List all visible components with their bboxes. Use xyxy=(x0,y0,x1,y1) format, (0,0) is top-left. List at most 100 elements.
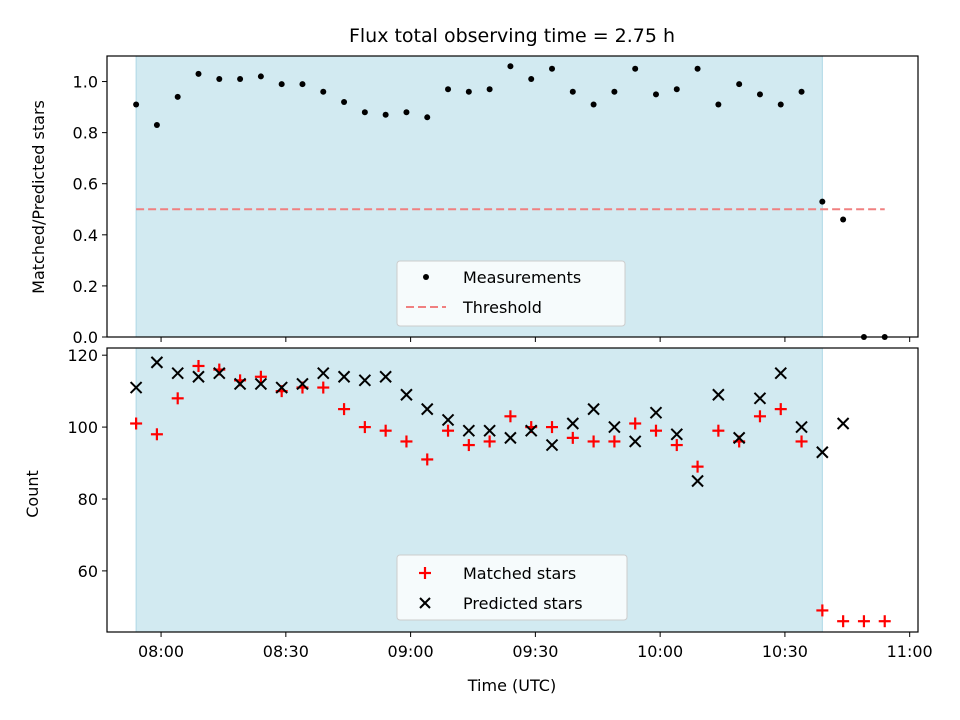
predicted-star-point xyxy=(504,431,517,445)
top-legend-box xyxy=(396,260,626,327)
predicted-star-marker-b xyxy=(254,377,268,391)
predicted-star-point xyxy=(566,417,580,430)
measurement-point xyxy=(673,86,680,93)
top-y-tick-label: 0.2 xyxy=(73,277,98,296)
predicted-star-marker-b xyxy=(129,381,143,394)
predicted-star-marker-b xyxy=(628,435,642,448)
matched-star-point xyxy=(670,439,683,452)
predicted-star-marker-b xyxy=(150,356,164,369)
bottom-panel: 60 80 100 120 08:00 08:30 09:00 09:30 10:00 10:30… xyxy=(23,346,933,695)
top-axes-frame xyxy=(106,55,919,338)
predicted-star-marker-b xyxy=(670,428,683,441)
measurement-point xyxy=(528,75,535,82)
predicted-star-marker-b xyxy=(213,366,226,380)
predicted-star-marker-b xyxy=(608,420,621,434)
matched-star-point xyxy=(192,359,205,372)
matched-star-point xyxy=(566,431,579,444)
predicted-star-point xyxy=(233,377,247,391)
predicted-star-marker-b xyxy=(337,370,351,383)
predicted-star-point xyxy=(171,366,184,380)
predicted-star-marker-b xyxy=(836,417,850,430)
legend-matched-label: Matched stars xyxy=(463,564,576,583)
matched-star-point xyxy=(878,615,891,628)
matched-star-point xyxy=(857,615,870,628)
matched-star-point xyxy=(795,435,808,448)
bottom-axes-frame xyxy=(106,347,919,633)
matched-star-point xyxy=(442,424,455,437)
matched-star-point xyxy=(317,381,330,394)
measurement-point xyxy=(798,88,805,95)
predicted-star-point xyxy=(836,417,850,430)
bottom-legend: Matched stars Predicted stars xyxy=(396,554,628,621)
measurement-point xyxy=(736,81,743,88)
predicted-star-point xyxy=(129,381,143,394)
measurement-point xyxy=(777,101,784,108)
matched-star-point xyxy=(608,435,621,448)
predicted-star-marker-b xyxy=(712,388,725,401)
measurement-point xyxy=(237,75,244,82)
measurement-point xyxy=(278,81,285,88)
top-y-axis-label: Matched/Predicted stars xyxy=(29,100,48,294)
matched-star-point xyxy=(816,604,829,617)
matched-star-point xyxy=(546,421,559,434)
measurement-point xyxy=(819,198,826,205)
measurement-point xyxy=(569,88,576,95)
measurement-point xyxy=(652,91,659,98)
x-tick-label: 08:00 xyxy=(138,642,184,661)
predicted-star-marker-b xyxy=(400,388,413,401)
predicted-star-point xyxy=(462,424,476,437)
predicted-star-marker-b xyxy=(753,392,767,405)
bottom-y-tick-label: 120 xyxy=(67,346,98,365)
x-tick-label: 09:30 xyxy=(512,642,558,661)
predicted-star-point xyxy=(649,406,663,419)
top-y-tick-label: 0.0 xyxy=(73,328,98,347)
measurement-point xyxy=(465,88,472,95)
predicted-star-point xyxy=(379,370,392,383)
predicted-star-marker-b xyxy=(192,370,205,383)
matched-star-point xyxy=(753,410,766,423)
x-axis-label: Time (UTC) xyxy=(467,676,556,695)
x-tick-label: 09:00 xyxy=(388,642,434,661)
predicted-star-point xyxy=(337,370,351,383)
matched-star-point xyxy=(837,615,850,628)
predicted-star-marker-b xyxy=(317,366,330,380)
x-tick-label: 11:00 xyxy=(887,642,933,661)
predicted-star-marker-b xyxy=(296,377,309,391)
predicted-star-marker-b xyxy=(462,424,476,437)
measurement-point xyxy=(715,101,722,108)
predicted-star-point xyxy=(795,420,808,434)
predicted-star-marker-b xyxy=(816,446,829,459)
bottom-y-axis-label: Count xyxy=(23,470,42,518)
measurement-point xyxy=(611,88,618,95)
measurement-point xyxy=(549,65,556,72)
matched-star-point xyxy=(130,417,143,430)
predicted-star-marker-b xyxy=(649,406,663,419)
measurement-point xyxy=(632,65,639,72)
matched-star-point xyxy=(421,453,434,466)
measurement-point xyxy=(320,88,327,95)
predicted-star-point xyxy=(608,420,621,434)
measurement-point xyxy=(382,111,389,118)
predicted-star-marker-b xyxy=(441,413,455,427)
bottom-y-tick-label: 80 xyxy=(78,490,98,509)
measurement-point xyxy=(840,216,847,223)
predicted-star-marker-b xyxy=(587,402,600,416)
top-panel: Flux total observing time = 2.75 h 0.0 0.… xyxy=(29,25,919,347)
top-y-tick-label: 0.4 xyxy=(73,226,98,245)
predicted-star-point xyxy=(587,402,600,416)
predicted-star-marker-b xyxy=(421,402,434,416)
predicted-star-point xyxy=(712,388,725,401)
predicted-star-point xyxy=(441,413,455,427)
predicted-star-point xyxy=(400,388,413,401)
predicted-star-point xyxy=(774,366,787,380)
matched-star-point xyxy=(254,370,267,383)
top-plot-area: 0.0 0.2 0.4 0.6 0.8 1.0 xyxy=(73,55,919,347)
measurement-point xyxy=(257,73,264,80)
predicted-star-marker-b xyxy=(358,374,372,387)
measurement-point xyxy=(486,86,493,93)
chart-title: Flux total observing time = 2.75 h xyxy=(349,25,675,47)
matched-star-point xyxy=(712,424,725,437)
predicted-star-marker-b xyxy=(504,431,517,445)
matched-star-point xyxy=(338,403,351,416)
